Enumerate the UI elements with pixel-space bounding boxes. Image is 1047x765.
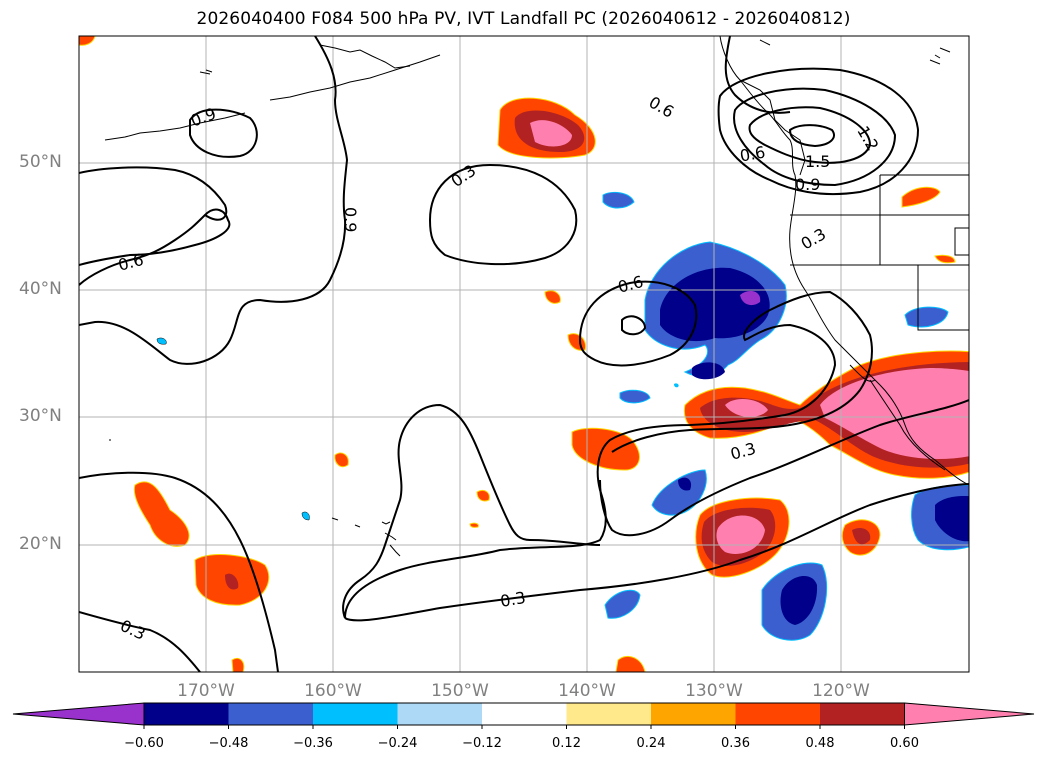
lat-label-50n: 50°N — [19, 152, 62, 172]
lat-label-30n: 30°N — [19, 406, 62, 426]
chart-title: 2026040400 F084 500 hPa PV, IVT Landfall… — [196, 9, 851, 29]
colorbar-tick-label: 0.36 — [721, 736, 750, 751]
colorbar — [12, 702, 1035, 729]
colorbar-tick-label: −0.24 — [377, 736, 418, 751]
colorbar-swatch — [651, 703, 736, 725]
colorbar-swatch — [566, 703, 651, 725]
ivt-negative-anomalies — [156, 191, 969, 641]
colorbar-tick-label: −0.48 — [208, 736, 249, 751]
lon-label-130w: 130°W — [685, 681, 743, 701]
contour-label: 0.9 — [341, 207, 360, 232]
contour-label: 0.9 — [795, 175, 820, 194]
lon-label-160w: 160°W — [304, 681, 362, 701]
colorbar-tick-label: −0.12 — [462, 736, 502, 751]
colorbar-tick-label: 0.12 — [552, 736, 581, 751]
lon-label-150w: 150°W — [431, 681, 489, 701]
colorbar-swatch — [228, 703, 313, 725]
lon-label-140w: 140°W — [558, 681, 616, 701]
colorbar-tick-label: −0.36 — [293, 736, 333, 751]
colorbar-swatch — [735, 703, 820, 725]
colorbar-swatch — [144, 703, 229, 725]
islands — [104, 44, 441, 557]
lon-label-170w: 170°W — [177, 681, 235, 701]
colorbar-extend-high — [904, 702, 1035, 726]
lon-label-120w: 120°W — [812, 681, 870, 701]
contour-label: 0.3 — [499, 588, 527, 611]
colorbar-tick-label: 0.48 — [805, 736, 835, 751]
colorbar-tick-label: 0.60 — [890, 736, 919, 751]
colorbar-extend-low — [12, 702, 145, 726]
lat-label-20n: 20°N — [19, 534, 62, 554]
ivt-positive-anomalies — [79, 36, 969, 672]
coastlines — [719, 36, 969, 486]
graticule — [79, 36, 969, 672]
colorbar-swatch — [820, 703, 905, 725]
colorbar-tick-label: 0.24 — [636, 736, 666, 751]
lat-label-40n: 40°N — [19, 279, 62, 299]
colorbar-swatch — [397, 703, 482, 725]
contour-label: 0.6 — [738, 142, 766, 165]
contour-label: 1.5 — [805, 152, 830, 171]
colorbar-tick-label: −0.60 — [124, 736, 164, 751]
colorbar-swatch — [482, 703, 567, 725]
pv-contours — [79, 36, 969, 672]
colorbar-swatch — [313, 703, 398, 725]
